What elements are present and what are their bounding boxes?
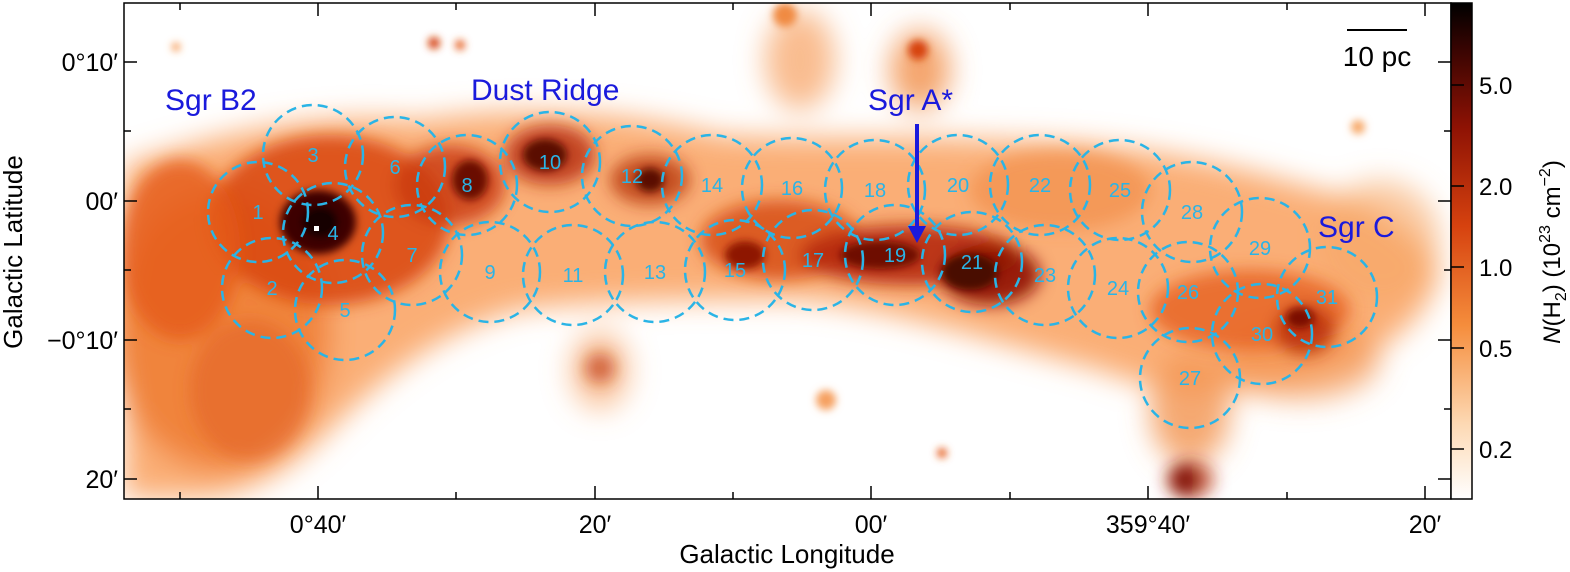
colorbar-tick-label: 2.0: [1479, 174, 1512, 201]
region-circle: [823, 138, 927, 242]
region-number: 11: [563, 265, 584, 287]
region-circle: [580, 124, 684, 228]
x-axis-ticks: [179, 3, 1426, 499]
region-circle: [660, 133, 764, 237]
region-number: 29: [1249, 238, 1271, 260]
region-circle: [261, 103, 365, 207]
region-number: 21: [961, 252, 983, 274]
region-circle: [343, 115, 447, 219]
region-number: 20: [947, 175, 969, 197]
region-circle: [281, 181, 385, 285]
region-number: 27: [1179, 368, 1201, 390]
x-tick-label: 20′: [1409, 511, 1442, 539]
x-axis-title: Galactic Longitude: [679, 539, 894, 569]
region-circle: [761, 208, 865, 312]
region-circle: [988, 133, 1092, 237]
x-tick-label: 359°40′: [1106, 511, 1191, 539]
region-number: 22: [1029, 175, 1051, 197]
colorbar-tick-label: 0.5: [1479, 336, 1512, 363]
source-label-dust-ridge: Dust Ridge: [471, 74, 619, 107]
region-circle: [360, 203, 464, 307]
region-number: 6: [389, 157, 400, 179]
x-tick-label: 20′: [579, 511, 612, 539]
colorbar-tick-label: 5.0: [1479, 73, 1512, 100]
region-circle: [1068, 138, 1172, 242]
scale-bar-label: 10 pc: [1343, 41, 1412, 72]
region-number: 4: [327, 223, 338, 245]
region-circle: [906, 133, 1010, 237]
region-circle: [438, 220, 542, 324]
y-axis-ticks: [124, 61, 1451, 480]
region-number: 16: [781, 178, 803, 200]
region-number: 25: [1109, 180, 1131, 202]
region-circle: [206, 160, 310, 264]
region-number: 9: [484, 262, 495, 284]
region-number: 8: [461, 175, 472, 197]
source-label-sgr-c: Sgr C: [1318, 211, 1395, 244]
y-tick-label: 20′: [86, 466, 119, 494]
region-circle: [1140, 160, 1244, 264]
region-circle: [993, 223, 1097, 327]
region-circle: [521, 223, 625, 327]
y-tick-label: 00′: [86, 188, 119, 216]
region-number: 18: [864, 180, 886, 202]
region-number: 1: [252, 202, 263, 224]
region-circle: [603, 220, 707, 324]
region-number: 14: [701, 175, 723, 197]
region-circle: [740, 136, 844, 240]
emission-image: [124, 3, 1440, 499]
region-number: 10: [539, 152, 561, 174]
region-number: 12: [621, 166, 643, 188]
region-circle: [1066, 236, 1170, 340]
colorbar-tick-label: 1.0: [1479, 255, 1512, 282]
region-circle: [1208, 196, 1312, 300]
region-circle: [498, 110, 602, 214]
region-circle: [843, 203, 947, 307]
region-number: 5: [339, 300, 350, 322]
colorbar-title: N(H2) (1023 cm−2): [1537, 160, 1570, 344]
region-circle: [415, 133, 519, 237]
region-number: 19: [884, 245, 906, 267]
region-number: 13: [644, 262, 666, 284]
colorbar-ticks: [1451, 84, 1464, 450]
source-label-sgr-a: Sgr A*: [868, 84, 953, 117]
colorbar: [1450, 2, 1473, 500]
region-circle: [920, 210, 1024, 314]
region-number: 17: [802, 250, 824, 272]
y-tick-label: −0°10′: [47, 327, 118, 355]
region-circle: [220, 236, 324, 340]
source-label-sgr-b2: Sgr B2: [165, 84, 257, 117]
sgr-a-arrow-icon: [908, 124, 926, 243]
colorbar-tick-label: 0.2: [1479, 437, 1512, 464]
y-axis-title: Galactic Latitude: [0, 155, 28, 349]
x-tick-label: 00′: [855, 511, 888, 539]
region-circle: [293, 258, 397, 362]
x-tick-label: 0°40′: [290, 511, 347, 539]
region-circles: [206, 103, 1379, 430]
region-labels: 1 2 3 4 5 6 7 8 9 10 11 12 13 14 15 16 1…: [252, 145, 1338, 390]
region-number: 31: [1316, 287, 1338, 309]
y-tick-label: 0°10′: [62, 49, 119, 77]
region-number: 15: [724, 260, 746, 282]
region-number: 23: [1034, 265, 1056, 287]
region-number: 7: [406, 245, 417, 267]
region-circle: [683, 218, 787, 322]
region-circle: [1275, 245, 1379, 349]
region-number: 24: [1107, 278, 1129, 300]
region-number: 26: [1177, 282, 1199, 304]
region-number: 28: [1181, 202, 1203, 224]
region-number: 3: [307, 145, 318, 167]
region-number: 30: [1251, 324, 1273, 346]
region-number: 2: [266, 278, 277, 300]
region-circle: [1210, 282, 1314, 386]
